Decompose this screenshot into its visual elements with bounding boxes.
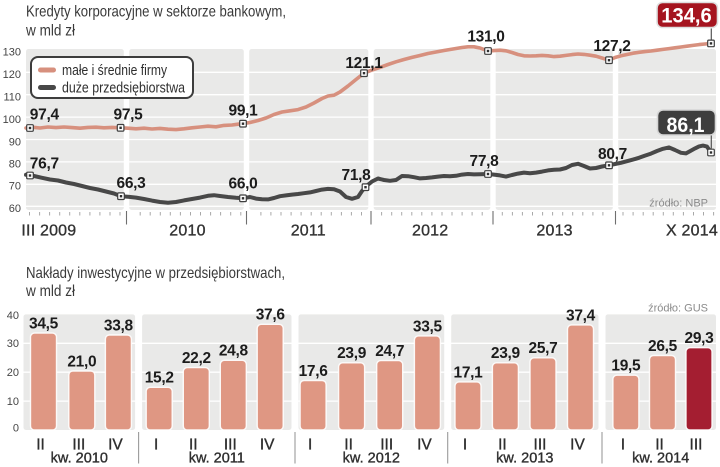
svg-text:33,5: 33,5 xyxy=(413,318,443,335)
svg-text:90: 90 xyxy=(9,136,21,148)
svg-text:80,7: 80,7 xyxy=(598,146,627,163)
svg-text:29,3: 29,3 xyxy=(685,330,715,347)
svg-text:I: I xyxy=(621,437,625,454)
svg-text:134,6: 134,6 xyxy=(661,3,712,27)
svg-text:17,6: 17,6 xyxy=(299,363,329,380)
svg-text:kw. 2012: kw. 2012 xyxy=(343,451,400,467)
svg-text:I: I xyxy=(154,437,158,454)
svg-text:w mld zł: w mld zł xyxy=(25,283,75,300)
svg-text:24,8: 24,8 xyxy=(219,343,249,360)
svg-text:II: II xyxy=(655,437,664,454)
svg-text:I: I xyxy=(308,437,312,454)
svg-text:23,9: 23,9 xyxy=(337,345,367,362)
svg-text:źródło: NBP: źródło: NBP xyxy=(649,198,708,210)
svg-text:III: III xyxy=(72,437,85,454)
svg-text:40: 40 xyxy=(7,310,19,322)
svg-text:2012: 2012 xyxy=(412,223,448,240)
svg-text:30: 30 xyxy=(7,338,19,350)
svg-text:III: III xyxy=(534,437,547,454)
svg-text:120: 120 xyxy=(3,69,21,81)
svg-text:I: I xyxy=(463,437,467,454)
svg-text:IV: IV xyxy=(108,437,123,454)
svg-text:127,2: 127,2 xyxy=(593,38,630,55)
svg-text:71,8: 71,8 xyxy=(342,167,372,184)
svg-text:III: III xyxy=(224,437,237,454)
svg-text:24,7: 24,7 xyxy=(375,343,404,360)
svg-text:0: 0 xyxy=(13,422,19,434)
svg-text:III: III xyxy=(380,437,393,454)
svg-text:w mld zł: w mld zł xyxy=(25,23,75,40)
svg-text:X 2014: X 2014 xyxy=(666,223,718,240)
svg-text:10: 10 xyxy=(7,396,19,408)
svg-text:Nakłady inwestycyjne w przedsi: Nakłady inwestycyjne w przedsiębiorstwac… xyxy=(26,265,285,282)
svg-text:2010: 2010 xyxy=(169,223,205,240)
svg-text:III 2009: III 2009 xyxy=(21,223,76,240)
svg-text:kw. 2013: kw. 2013 xyxy=(496,451,553,467)
svg-text:17,1: 17,1 xyxy=(454,364,484,381)
svg-text:19,5: 19,5 xyxy=(611,358,641,375)
svg-text:III: III xyxy=(690,437,703,454)
svg-text:2011: 2011 xyxy=(291,223,326,240)
svg-text:20: 20 xyxy=(7,367,19,379)
svg-text:66,0: 66,0 xyxy=(229,175,258,192)
svg-text:33,8: 33,8 xyxy=(104,317,134,334)
svg-text:121,1: 121,1 xyxy=(345,55,383,72)
svg-text:86,1: 86,1 xyxy=(667,113,705,137)
svg-text:II: II xyxy=(189,437,198,454)
svg-text:37,6: 37,6 xyxy=(256,307,286,324)
svg-text:II: II xyxy=(498,437,507,454)
svg-text:2013: 2013 xyxy=(536,223,572,240)
svg-text:22,2: 22,2 xyxy=(182,350,211,367)
svg-text:60: 60 xyxy=(9,203,21,215)
svg-text:99,1: 99,1 xyxy=(229,103,259,120)
svg-text:80: 80 xyxy=(9,158,21,170)
svg-text:IV: IV xyxy=(260,437,275,454)
svg-text:II: II xyxy=(344,437,353,454)
svg-text:Kredyty korporacyjne w sektorz: Kredyty korporacyjne w sektorze bankowym… xyxy=(26,4,286,21)
svg-text:kw. 2010: kw. 2010 xyxy=(51,451,108,467)
svg-text:97,4: 97,4 xyxy=(30,107,60,124)
svg-text:110: 110 xyxy=(3,92,21,104)
svg-text:130: 130 xyxy=(3,47,21,59)
svg-text:duże przedsiębiorstwa: duże przedsiębiorstwa xyxy=(62,81,186,97)
svg-text:IV: IV xyxy=(417,437,432,454)
svg-text:małe i średnie firmy: małe i średnie firmy xyxy=(62,63,168,79)
svg-text:131,0: 131,0 xyxy=(467,29,504,46)
svg-text:kw. 2011: kw. 2011 xyxy=(189,451,245,467)
svg-text:70: 70 xyxy=(9,180,21,192)
svg-text:37,4: 37,4 xyxy=(566,307,596,324)
svg-text:66,3: 66,3 xyxy=(117,175,147,192)
svg-text:34,5: 34,5 xyxy=(29,316,59,333)
svg-text:97,5: 97,5 xyxy=(114,107,144,124)
svg-text:kw. 2014: kw. 2014 xyxy=(632,451,689,467)
svg-text:100: 100 xyxy=(3,114,21,126)
svg-text:23,9: 23,9 xyxy=(491,345,521,362)
svg-text:77,8: 77,8 xyxy=(470,153,500,170)
svg-text:25,7: 25,7 xyxy=(529,340,558,357)
svg-text:76,7: 76,7 xyxy=(30,156,59,173)
svg-text:źródło: GUS: źródło: GUS xyxy=(648,303,708,315)
svg-text:21,0: 21,0 xyxy=(67,353,96,370)
svg-text:IV: IV xyxy=(570,437,585,454)
svg-text:26,5: 26,5 xyxy=(648,338,678,355)
svg-text:15,2: 15,2 xyxy=(145,370,174,387)
svg-text:II: II xyxy=(36,437,45,454)
